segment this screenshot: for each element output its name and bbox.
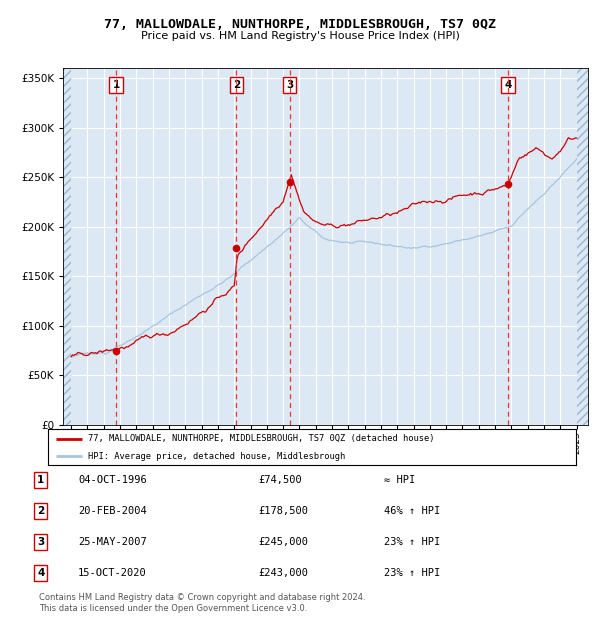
Bar	[577, 68, 588, 425]
Text: 4: 4	[504, 80, 512, 90]
Text: HPI: Average price, detached house, Middlesbrough: HPI: Average price, detached house, Midd…	[88, 451, 345, 461]
Text: Contains HM Land Registry data © Crown copyright and database right 2024.
This d: Contains HM Land Registry data © Crown c…	[39, 593, 365, 613]
Text: Price paid vs. HM Land Registry's House Price Index (HPI): Price paid vs. HM Land Registry's House …	[140, 31, 460, 41]
Text: 1: 1	[112, 80, 119, 90]
Text: 3: 3	[286, 80, 293, 90]
Text: 2: 2	[37, 506, 44, 516]
Text: 04-OCT-1996: 04-OCT-1996	[78, 475, 147, 485]
Text: 25-MAY-2007: 25-MAY-2007	[78, 537, 147, 547]
Text: £243,000: £243,000	[258, 568, 308, 578]
Text: £245,000: £245,000	[258, 537, 308, 547]
Text: 15-OCT-2020: 15-OCT-2020	[78, 568, 147, 578]
Bar	[63, 68, 71, 425]
Text: 46% ↑ HPI: 46% ↑ HPI	[384, 506, 440, 516]
Text: 20-FEB-2004: 20-FEB-2004	[78, 506, 147, 516]
Text: 23% ↑ HPI: 23% ↑ HPI	[384, 568, 440, 578]
Text: 4: 4	[37, 568, 44, 578]
Text: 23% ↑ HPI: 23% ↑ HPI	[384, 537, 440, 547]
Text: 3: 3	[37, 537, 44, 547]
Text: 2: 2	[233, 80, 240, 90]
Text: £74,500: £74,500	[258, 475, 302, 485]
Text: 77, MALLOWDALE, NUNTHORPE, MIDDLESBROUGH, TS7 0QZ (detached house): 77, MALLOWDALE, NUNTHORPE, MIDDLESBROUGH…	[88, 434, 434, 443]
Text: 77, MALLOWDALE, NUNTHORPE, MIDDLESBROUGH, TS7 0QZ: 77, MALLOWDALE, NUNTHORPE, MIDDLESBROUGH…	[104, 19, 496, 31]
Text: ≈ HPI: ≈ HPI	[384, 475, 415, 485]
Text: £178,500: £178,500	[258, 506, 308, 516]
Text: 1: 1	[37, 475, 44, 485]
